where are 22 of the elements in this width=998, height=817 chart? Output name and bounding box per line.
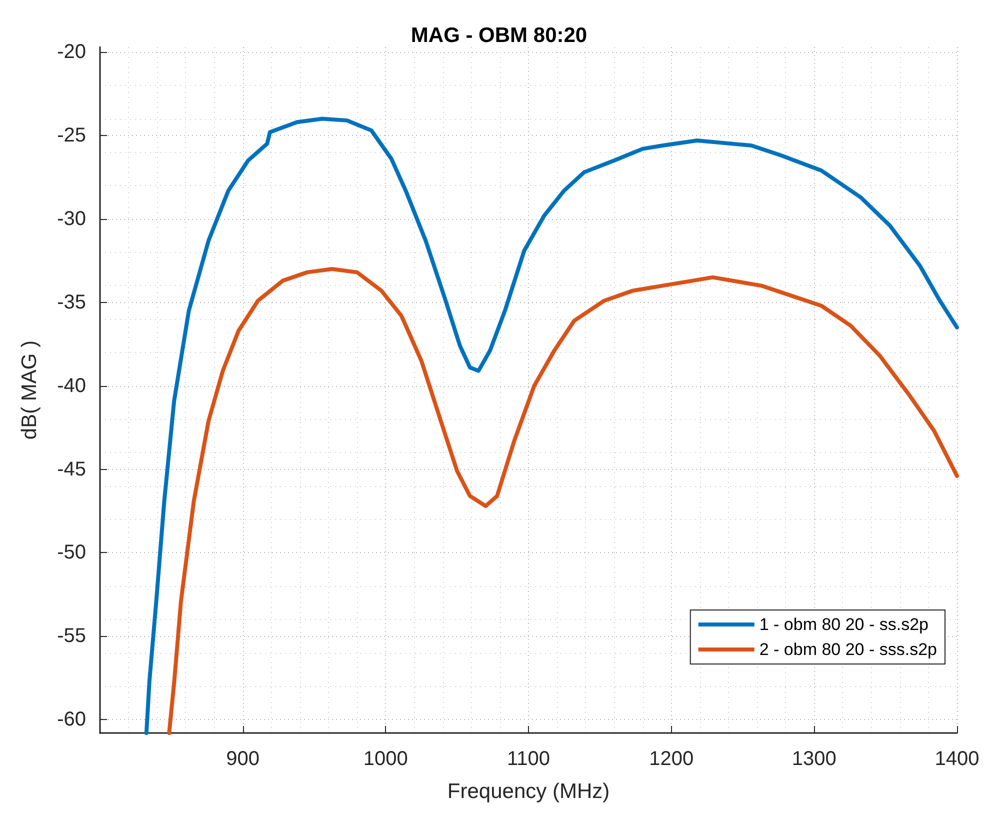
x-tick-label: 1000	[363, 748, 408, 770]
x-tick-label: 1200	[649, 748, 694, 770]
y-tick-label: -30	[57, 208, 86, 230]
line-series	[167, 266, 959, 735]
y-tick-label: -60	[57, 708, 86, 731]
y-tick-label: -25	[57, 124, 86, 146]
y-tick-label: -50	[57, 542, 86, 564]
chart-title: MAG - OBM 80:20	[410, 24, 588, 47]
legend-label: 2 - obm 80 20 - sss.s2p	[759, 640, 938, 659]
legend-label: 1 - obm 80 20 - ss.s2p	[759, 615, 929, 634]
x-axis-title: Frequency (MHz)	[447, 780, 610, 803]
y-axis-title: dB( MAG )	[18, 340, 41, 440]
y-tick-label: -55	[57, 625, 86, 648]
line-series	[144, 116, 959, 735]
y-tick-label: -20	[57, 41, 86, 64]
x-tick-label: 1300	[792, 748, 836, 770]
x-tick-label: 900	[226, 748, 260, 770]
y-tick-label: -35	[57, 291, 86, 314]
x-tick-label: 1100	[506, 748, 550, 770]
y-tick-label: -45	[57, 458, 86, 480]
x-tick-label: 1400	[934, 748, 980, 770]
y-tick-label: -40	[57, 374, 86, 397]
